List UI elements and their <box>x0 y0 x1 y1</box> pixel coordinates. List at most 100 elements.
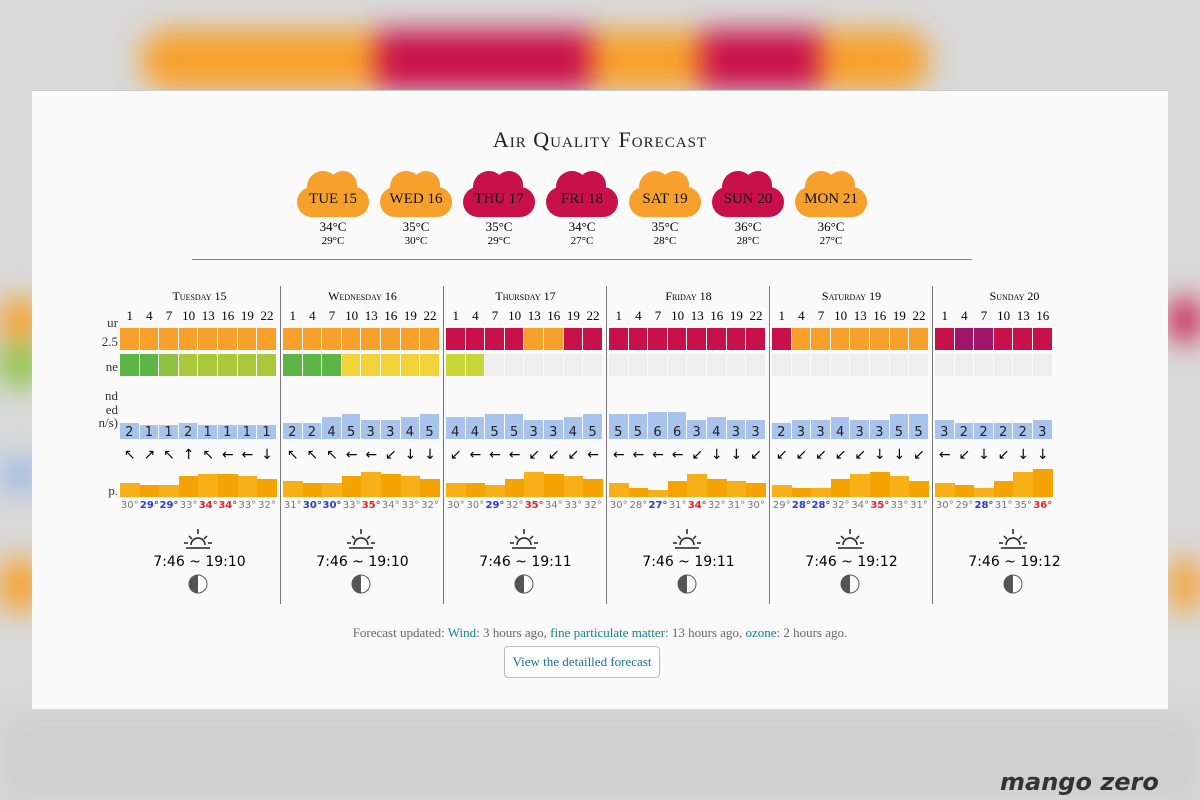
day-low: 29°C <box>321 235 345 247</box>
day-name: Tuesday 15 <box>172 289 227 303</box>
temp-label: 34° <box>851 500 870 511</box>
pm-link[interactable]: fine particulate matter <box>550 625 665 640</box>
ozone-cell <box>465 354 485 376</box>
day-high: 35°C <box>485 219 513 234</box>
ozone-cell <box>302 354 322 376</box>
temp-bar <box>726 480 747 497</box>
pm25-cell <box>504 328 524 350</box>
wind-label: 6 <box>672 425 682 440</box>
temp-bar <box>870 471 890 497</box>
wind-label: 5 <box>614 425 623 440</box>
pm25-cell <box>609 328 628 350</box>
ozone-cell <box>954 354 974 376</box>
temp-label: 32° <box>505 500 524 511</box>
wind-bar <box>237 425 257 439</box>
wind-bar <box>974 422 993 439</box>
day-name: Friday 18 <box>665 289 712 303</box>
wind-bar <box>1033 419 1052 439</box>
pm25-cell <box>198 328 217 350</box>
moon-icon <box>351 574 371 594</box>
pm25-cell <box>302 328 322 350</box>
pm25-cell <box>563 328 583 350</box>
temp-label: 29° <box>485 500 505 511</box>
pm25-cell <box>381 328 400 350</box>
wind-label: 3 <box>386 425 395 440</box>
temp-label: 28° <box>811 500 831 511</box>
hour-label: 19 <box>403 308 417 323</box>
wind-link[interactable]: Wind <box>447 625 477 640</box>
wind-label: 2 <box>288 425 297 440</box>
pm25-cell <box>1013 328 1032 350</box>
temp-bar <box>628 487 649 497</box>
wind-bar <box>563 417 583 439</box>
wind-bar <box>726 419 746 439</box>
ozone-cell <box>504 354 524 376</box>
pm25-cell <box>935 328 954 350</box>
temp-label: 31° <box>668 500 687 511</box>
wind-arrow: ↓ <box>730 447 743 463</box>
ozone-cell <box>726 354 746 376</box>
temp-bar <box>524 471 544 497</box>
pm25-cell <box>400 328 420 350</box>
pm25-cell <box>628 328 648 350</box>
hour-label: 16 <box>221 308 235 323</box>
ozone-cell <box>198 354 217 376</box>
wind-bar <box>322 417 341 439</box>
wind-arrow: ↖ <box>306 447 319 463</box>
ozone-cell <box>446 354 465 376</box>
wind-arrow: ↓ <box>424 447 436 463</box>
wind-arrow: ← <box>671 447 684 463</box>
temp-label: 31° <box>994 500 1013 511</box>
row-label: p. <box>108 483 118 498</box>
hour-label: 7 <box>328 308 336 323</box>
hour-label: 22 <box>749 308 763 323</box>
wind-arrow: ← <box>221 447 234 463</box>
temp-label: 32° <box>707 500 726 511</box>
ozone-cell <box>667 354 687 376</box>
ozone-cell <box>218 354 237 376</box>
ozone-link[interactable]: ozone <box>745 625 777 640</box>
temp-label: 34° <box>218 500 238 511</box>
divider <box>192 259 972 260</box>
wind-arrow: ↖ <box>326 447 338 463</box>
hour-label: 19 <box>729 308 743 323</box>
wind-arrow: ↓ <box>873 447 886 463</box>
temp-label: 28° <box>974 500 994 511</box>
temp-label: 33° <box>238 500 257 511</box>
wind-arrow: ← <box>508 447 521 463</box>
wind-bar <box>400 417 420 439</box>
ozone-cell <box>889 354 909 376</box>
pm25-cell <box>420 328 439 350</box>
temp-bar <box>746 483 766 497</box>
ozone-cell <box>909 354 928 376</box>
row-label: n/s) <box>98 415 119 430</box>
day-high: 35°C <box>402 219 430 234</box>
temp-bar <box>361 471 381 497</box>
temp-label: 33° <box>890 500 909 511</box>
pm25-cell <box>993 328 1013 350</box>
pm25-cell <box>283 328 302 350</box>
wind-label: 5 <box>425 425 434 440</box>
wind-label: 3 <box>692 425 701 440</box>
forecast-card: Air Quality Forecast TUE 15 34°C 29°C WED 1… <box>32 90 1168 709</box>
detail-button[interactable]: View the detailled forecast <box>504 646 660 678</box>
day-columns: Tuesday 15 1 2 ↖ 30° 4 1 ↗ 29° 7 1 ↖ 29° 10 2 ↑ 33° 13 1 ↖ 3… <box>120 271 1062 611</box>
sun-times: 7:46 ~ 19:10 <box>153 554 246 570</box>
temp-label: 30° <box>466 500 485 511</box>
temp-label: 29° <box>772 500 791 511</box>
wind-arrow: ← <box>489 447 501 463</box>
hour-label: 10 <box>671 308 685 323</box>
hour-label: 1 <box>941 308 949 323</box>
hour-label: 22 <box>260 308 274 323</box>
wind-label: 5 <box>894 425 904 440</box>
day-label: SAT 19 <box>642 191 688 207</box>
cloud <box>463 171 535 217</box>
wind-bar <box>504 414 524 439</box>
day-high: 35°C <box>651 219 679 234</box>
wind-label: 1 <box>164 425 173 440</box>
wind-bar <box>667 411 687 439</box>
hour-label: 13 <box>1016 308 1030 323</box>
wind-arrow: ← <box>612 447 625 463</box>
sun-times: 7:46 ~ 19:12 <box>968 554 1061 570</box>
wind-bar <box>198 425 217 439</box>
